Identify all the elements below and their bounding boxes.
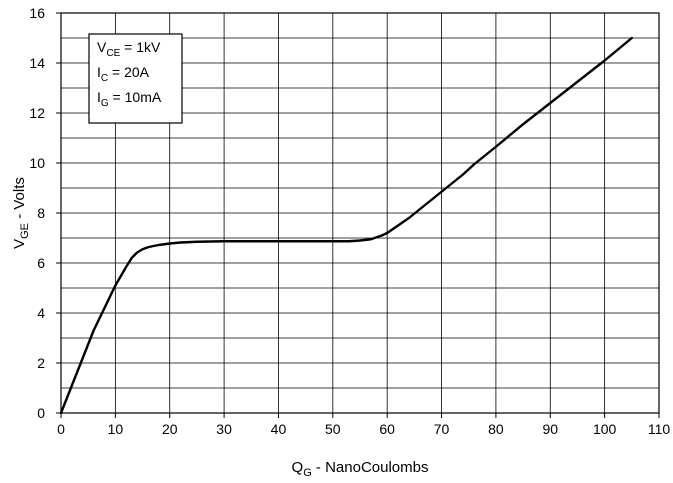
y-tick-label: 2 <box>37 355 45 371</box>
y-tick-label: 12 <box>29 105 45 121</box>
y-tick-label: 10 <box>29 155 45 171</box>
series-line <box>59 36 634 415</box>
x-tick-label: 0 <box>57 421 65 437</box>
condition-text: VCE = 1kV <box>97 39 161 59</box>
x-tick-label: 80 <box>488 421 504 437</box>
y-tick-label: 6 <box>37 255 45 271</box>
conditions-legend: VCE = 1kV IC = 20A IG = 10mA <box>88 33 183 124</box>
x-tick-label: 20 <box>162 421 178 437</box>
axis-titles: QG - NanoCoulombs VGE - Volts <box>11 177 428 479</box>
x-tick-label: 30 <box>216 421 232 437</box>
y-tick-label: 4 <box>37 305 45 321</box>
x-tick-label: 60 <box>379 421 395 437</box>
y-tick-label: 0 <box>37 405 45 421</box>
x-axis-title: QG - NanoCoulombs <box>292 459 429 479</box>
x-tick-label: 90 <box>542 421 558 437</box>
x-tick-label: 10 <box>108 421 124 437</box>
y-tick-label: 14 <box>29 55 45 71</box>
x-tick-label: 110 <box>648 421 671 437</box>
y-tick-label: 16 <box>29 5 45 21</box>
y-axis-title: VGE - Volts <box>11 177 31 249</box>
condition-text: IC = 20A <box>97 64 150 84</box>
x-tick-label: 100 <box>593 421 617 437</box>
x-tick-label: 50 <box>325 421 341 437</box>
series-layer <box>59 36 634 415</box>
x-tick-label: 40 <box>271 421 287 437</box>
condition-text: IG = 10mA <box>97 89 162 109</box>
y-tick-label: 8 <box>37 205 45 221</box>
axis-layer: 0 10 20 30 40 50 60 70 80 90 100 110 0 2 4 6 8 10 12 14 16 <box>29 5 670 437</box>
conditions-box <box>88 33 183 124</box>
x-tick-label: 70 <box>434 421 450 437</box>
